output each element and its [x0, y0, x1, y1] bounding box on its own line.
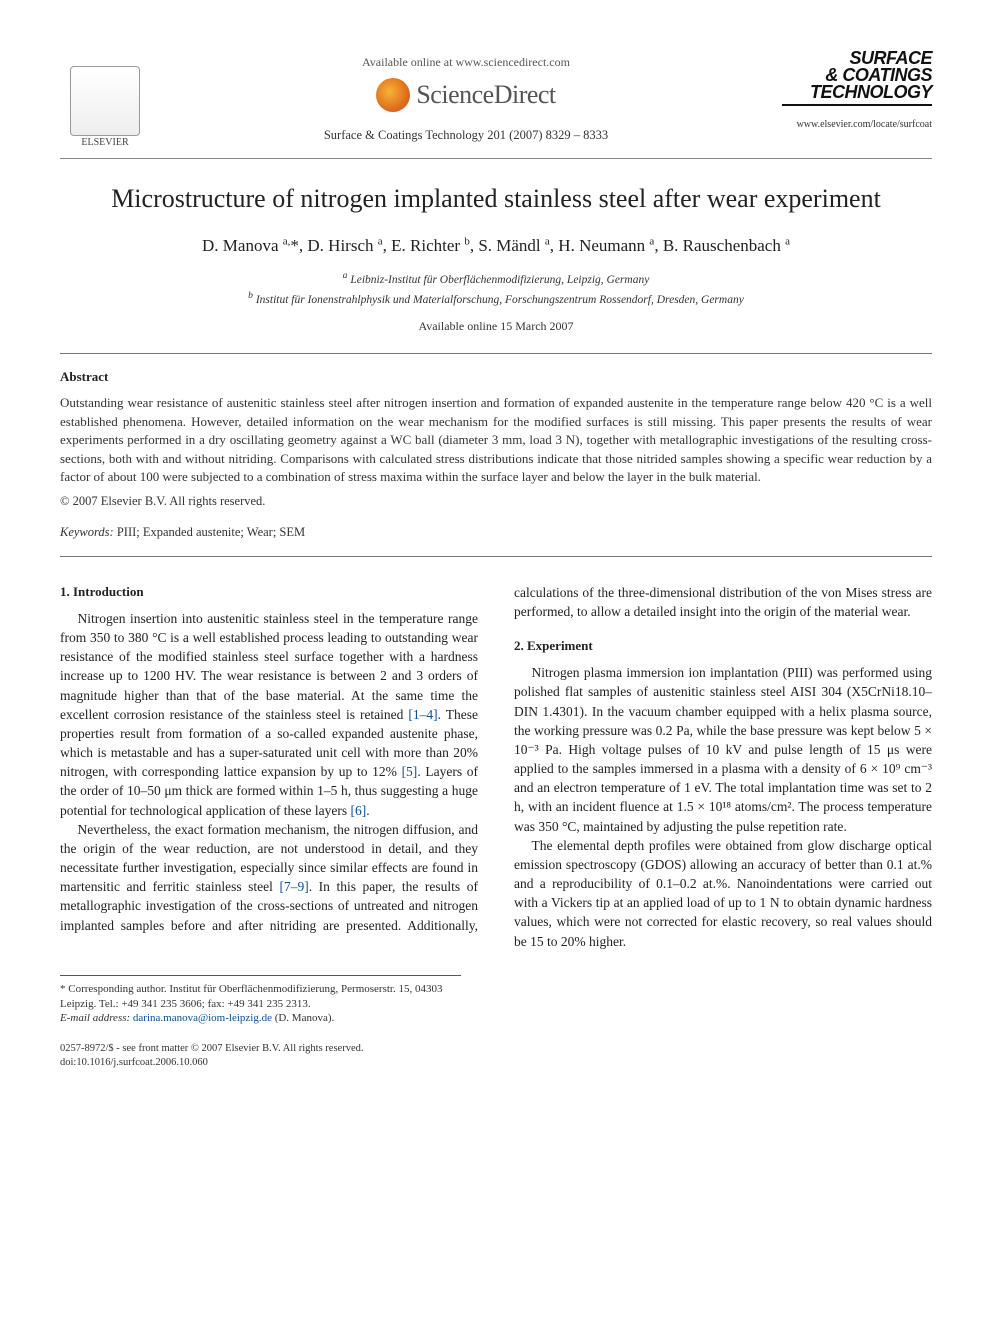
- surf-line-3: TECHNOLOGY: [782, 84, 932, 101]
- header-rule: [60, 158, 932, 159]
- abstract-bottom-rule: [60, 556, 932, 557]
- sciencedirect-text: ScienceDirect: [416, 77, 555, 113]
- keywords-values: PIII; Expanded austenite; Wear; SEM: [117, 525, 305, 539]
- elsevier-label: ELSEVIER: [81, 136, 128, 150]
- ref-link-1-4[interactable]: [1–4]: [408, 707, 437, 722]
- abstract-heading: Abstract: [60, 368, 932, 386]
- footnote-email-line: E-mail address: darina.manova@iom-leipzi…: [60, 1011, 461, 1026]
- affiliation-b: Institut für Ionenstrahlphysik und Mater…: [256, 294, 744, 306]
- ref-link-6[interactable]: [6]: [351, 803, 367, 818]
- section-2-heading: 2. Experiment: [514, 637, 932, 655]
- journal-url: www.elsevier.com/locate/surfcoat: [782, 118, 932, 132]
- elsevier-tree-icon: [70, 66, 140, 136]
- keywords-line: Keywords: PIII; Expanded austenite; Wear…: [60, 524, 932, 542]
- sciencedirect-logo: ScienceDirect: [150, 77, 782, 113]
- available-online-line: Available online at www.sciencedirect.co…: [150, 54, 782, 71]
- intro-p1-a: Nitrogen insertion into austenitic stain…: [60, 611, 478, 722]
- authors-line: D. Manova a,*, D. Hirsch a, E. Richter b…: [60, 234, 932, 258]
- ref-link-5[interactable]: [5]: [402, 764, 418, 779]
- experiment-paragraph-2: The elemental depth profiles were obtain…: [514, 836, 932, 951]
- email-link[interactable]: darina.manova@iom-leipzig.de: [133, 1012, 272, 1024]
- email-label: E-mail address:: [60, 1012, 130, 1024]
- journal-reference: Surface & Coatings Technology 201 (2007)…: [150, 127, 782, 145]
- affiliation-a: Leibniz-Institut für Oberflächenmodifizi…: [350, 274, 649, 286]
- publication-date: Available online 15 March 2007: [60, 318, 932, 335]
- page-header: ELSEVIER Available online at www.science…: [60, 50, 932, 150]
- issn-line: 0257-8972/$ - see front matter © 2007 El…: [60, 1042, 932, 1056]
- keywords-label: Keywords:: [60, 525, 114, 539]
- elsevier-logo: ELSEVIER: [60, 50, 150, 150]
- abstract-text: Outstanding wear resistance of austeniti…: [60, 394, 932, 486]
- journal-logo-block: SURFACE & COATINGS TECHNOLOGY www.elsevi…: [782, 50, 932, 132]
- intro-paragraph-1: Nitrogen insertion into austenitic stain…: [60, 609, 478, 820]
- doi-line: doi:10.1016/j.surfcoat.2006.10.060: [60, 1056, 932, 1070]
- affiliations: a Leibniz-Institut für Oberflächenmodifi…: [60, 269, 932, 308]
- footnote-correspondence: * Corresponding author. Institut für Obe…: [60, 982, 461, 1012]
- sciencedirect-swirl-icon: [376, 78, 410, 112]
- bottom-metadata: 0257-8972/$ - see front matter © 2007 El…: [60, 1042, 932, 1070]
- email-suffix: (D. Manova).: [272, 1012, 334, 1024]
- corresponding-author-footnote: * Corresponding author. Institut für Obe…: [60, 975, 461, 1027]
- copyright-line: © 2007 Elsevier B.V. All rights reserved…: [60, 493, 932, 511]
- section-1-heading: 1. Introduction: [60, 583, 478, 601]
- abstract-top-rule: [60, 353, 932, 354]
- intro-p1-d: .: [366, 803, 369, 818]
- journal-title-logo: SURFACE & COATINGS TECHNOLOGY: [782, 50, 932, 106]
- header-center: Available online at www.sciencedirect.co…: [150, 50, 782, 145]
- article-title: Microstructure of nitrogen implanted sta…: [60, 183, 932, 216]
- body-columns: 1. Introduction Nitrogen insertion into …: [60, 583, 932, 951]
- experiment-paragraph-1: Nitrogen plasma immersion ion implantati…: [514, 663, 932, 835]
- ref-link-7-9[interactable]: [7–9]: [279, 879, 308, 894]
